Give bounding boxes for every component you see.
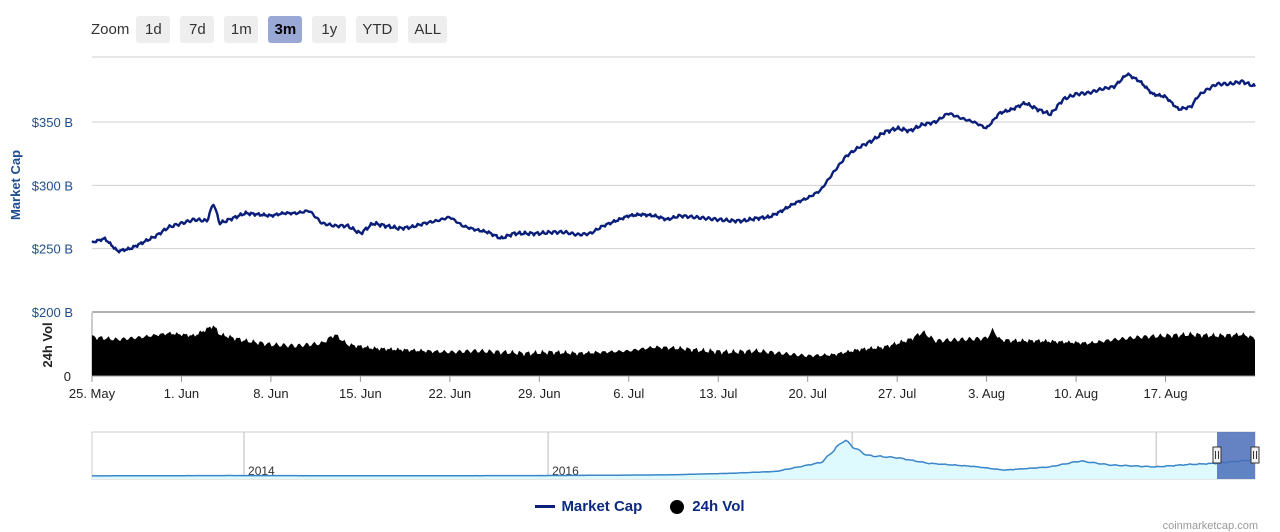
navigator-area xyxy=(92,440,1255,479)
zoom-button-ytd[interactable]: YTD xyxy=(356,15,399,43)
x-tick-label: 25. May xyxy=(69,386,116,401)
volume-y-tick-label: 0 xyxy=(64,369,71,384)
x-tick-label: 29. Jun xyxy=(518,386,561,401)
navigator-left-handle[interactable] xyxy=(1212,446,1222,464)
navigator-year-label: 2014 xyxy=(248,464,275,478)
legend-item-market-cap[interactable]: Market Cap xyxy=(535,498,642,515)
zoom-bar: Zoom 1d 7d 1m 3m 1y YTD ALL xyxy=(91,15,457,43)
x-tick-label: 13. Jul xyxy=(699,386,737,401)
market-cap-layer xyxy=(91,72,1257,254)
navigator-line xyxy=(92,439,1256,477)
volume-layer xyxy=(92,325,1255,376)
y-tick-label: $350 B xyxy=(32,115,73,130)
zoom-button-7d[interactable]: 7d xyxy=(180,15,215,43)
navigator-selected-range xyxy=(1216,432,1255,479)
y-axis-title-volume: 24h Vol xyxy=(40,322,55,367)
x-tick-label: 27. Jul xyxy=(878,386,916,401)
zoom-button-1m[interactable]: 1m xyxy=(224,15,259,43)
grid-layer xyxy=(91,56,1255,376)
volume-area xyxy=(92,325,1255,376)
legend-item-volume[interactable]: 24h Vol xyxy=(670,498,745,515)
legend-label-market-cap: Market Cap xyxy=(561,498,643,515)
legend-label-volume: 24h Vol xyxy=(692,498,745,515)
navigator-right-handle[interactable] xyxy=(1250,446,1260,464)
handle-grip-icon xyxy=(1212,446,1222,464)
zoom-label: Zoom xyxy=(91,20,130,38)
dot-swatch-icon xyxy=(670,499,685,514)
line-swatch-icon xyxy=(535,505,556,508)
axis-layer: $200 B $250 B $300 B $350 B Market Cap 0 24h V… xyxy=(8,115,1255,401)
zoom-button-3m[interactable]: 3m xyxy=(268,15,303,43)
x-tick-label: 3. Aug xyxy=(968,386,1005,401)
x-tick-label: 6. Jul xyxy=(613,386,644,401)
x-tick-label: 15. Jun xyxy=(339,386,382,401)
y-tick-label: $300 B xyxy=(32,178,73,193)
x-tick-label: 10. Aug xyxy=(1054,386,1098,401)
watermark: coinmarketcap.com xyxy=(1162,520,1258,532)
y-tick-label: $200 B xyxy=(32,305,73,320)
zoom-button-all[interactable]: ALL xyxy=(408,15,448,43)
x-tick-label: 8. Jun xyxy=(253,386,288,401)
navigator-year-label: 2016 xyxy=(552,464,579,478)
legend: Market Cap 24h Vol xyxy=(0,498,1280,515)
y-tick-label: $250 B xyxy=(32,242,73,257)
x-tick-label: 20. Jul xyxy=(789,386,827,401)
x-tick-label: 22. Jun xyxy=(429,386,472,401)
x-tick-label: 1. Jun xyxy=(164,386,199,401)
x-tick-label: 17. Aug xyxy=(1143,386,1187,401)
zoom-button-1d[interactable]: 1d xyxy=(136,15,171,43)
handle-grip-icon xyxy=(1250,446,1260,464)
market-cap-series-line xyxy=(91,72,1257,254)
zoom-button-1y[interactable]: 1y xyxy=(312,15,347,43)
navigator-layer: 2014201620182020 xyxy=(91,431,1260,480)
y-axis-title-market-cap: Market Cap xyxy=(8,150,23,220)
